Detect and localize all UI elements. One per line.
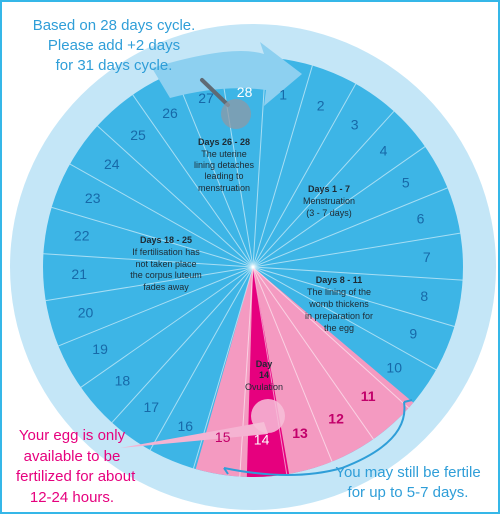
day-divider	[252, 110, 395, 268]
day-divider	[69, 163, 254, 268]
day-number: 24	[104, 156, 120, 172]
egg-pointer	[120, 422, 268, 448]
phase-days-18-25-line: not taken place	[135, 259, 196, 269]
day-number: 19	[92, 341, 108, 357]
day-number: 13	[292, 425, 308, 441]
phase-days-8-11-line: womb thickens	[308, 299, 369, 309]
day-28-pointer	[200, 78, 230, 107]
phase-days-8-11-title: Days 8 - 11	[316, 275, 363, 285]
ovulation-label: Ovulation	[245, 382, 283, 392]
day-divider	[252, 266, 333, 462]
cycle-length-note-line: Please add +2 days	[47, 37, 181, 54]
phase-days-18-25-title: Days 18 - 25	[140, 235, 192, 245]
day-divider	[58, 266, 254, 347]
ovulation-title: Day	[256, 359, 273, 369]
cycle-length-note-line: for 31 days cycle.	[55, 57, 173, 74]
day-divider	[149, 266, 254, 451]
fertile-window-note-line: You may still be fertile	[335, 464, 481, 481]
day-number: 26	[162, 105, 178, 121]
day-divider	[252, 146, 426, 268]
egg-availability-note-line: 12-24 hours.	[29, 488, 115, 506]
fertile-window-note-line: for up to 5-7 days.	[347, 484, 469, 501]
phase-days-26-28-title: Days 26 - 28	[198, 137, 250, 147]
day-number: 15	[215, 429, 231, 445]
cycle-arrow	[152, 42, 302, 106]
day-number: 20	[78, 305, 94, 321]
day-number: 9	[409, 325, 417, 341]
egg-availability-note-line: available to be	[23, 447, 121, 465]
fertile-window-note: You may still be fertile for up to 5-7 d…	[318, 463, 498, 503]
day-number: 25	[130, 127, 146, 143]
day-divider	[252, 266, 288, 475]
day-divider	[252, 266, 437, 371]
day-number: 5	[402, 175, 410, 191]
fertile-range-bracket	[223, 401, 406, 476]
day-divider	[239, 266, 254, 477]
day-number: 14	[254, 432, 270, 448]
day-number: 21	[71, 266, 87, 282]
day-number: 16	[178, 418, 194, 434]
day-14-highlight	[251, 399, 285, 433]
day-number: 28	[237, 84, 253, 100]
phase-days-18-25-line: fades away	[143, 282, 189, 292]
day-divider	[252, 266, 455, 327]
phase-days-8-11-line: in preparation for	[305, 311, 373, 321]
day-divider	[43, 253, 254, 268]
bracket-tick-end	[403, 399, 413, 403]
phase-days-8-11-line: the egg	[324, 323, 354, 333]
ovulation-day: 14	[259, 370, 269, 380]
phase-days-26-28-line: leading to	[204, 171, 243, 181]
day-number: 2	[317, 97, 325, 113]
cycle-length-note: Based on 28 days cycle. Please add +2 da…	[24, 16, 204, 76]
day-number: 27	[198, 90, 214, 106]
day-number: 4	[380, 143, 388, 159]
day-divider	[45, 266, 254, 302]
day-number: 18	[115, 373, 131, 389]
day-divider	[80, 266, 254, 388]
phase-days-8-11-line: The lining of the	[307, 287, 371, 297]
day-number: 1	[279, 86, 287, 102]
day-divider	[218, 59, 254, 268]
day-number: 10	[386, 359, 402, 375]
phase-days-18-25-line: If fertilisation has	[132, 247, 200, 257]
phase-days-26-28-line: menstruation	[198, 183, 250, 193]
day-number: 17	[144, 399, 160, 415]
phase-days-1-7-line: Menstruation	[303, 196, 355, 206]
day-divider	[173, 72, 254, 268]
phase-days-26-28-line: lining detaches	[194, 160, 255, 170]
day-divider	[252, 187, 448, 268]
cycle-length-note-line: Based on 28 days cycle.	[32, 17, 196, 34]
day-divider	[111, 266, 254, 423]
day-dividers	[43, 57, 463, 477]
day-number: 11	[361, 388, 376, 404]
day-divider	[132, 94, 254, 268]
day-number: 7	[423, 249, 431, 265]
phase-days-26-28-line: The uterine	[201, 149, 247, 159]
day-number: 6	[417, 211, 425, 227]
day-divider	[51, 206, 254, 268]
day-number: 23	[85, 190, 101, 206]
day-divider	[252, 83, 357, 268]
phase-days-1-7-line: (3 - 7 days)	[306, 208, 352, 218]
day-28-highlight	[221, 99, 251, 129]
bracket-tick	[223, 467, 229, 475]
day-number: 3	[351, 116, 359, 132]
day-divider	[252, 266, 463, 281]
day-divider	[252, 266, 374, 440]
egg-availability-note: Your egg is only available to be fertili…	[16, 426, 136, 508]
egg-availability-note-line: Your egg is only	[18, 427, 126, 444]
egg-availability-note-line: fertilized for about	[16, 468, 136, 485]
day-divider	[97, 125, 254, 268]
day-number: 22	[74, 227, 90, 243]
day-divider	[252, 65, 313, 268]
day-number: 12	[328, 411, 344, 427]
phase-days-18-25-line: the corpus luteum	[130, 270, 202, 280]
phase-days-1-7-title: Days 1 - 7	[308, 184, 350, 194]
day-number: 8	[420, 288, 428, 304]
day-divider	[252, 232, 461, 268]
day-divider	[252, 266, 409, 409]
day-divider	[252, 57, 267, 268]
